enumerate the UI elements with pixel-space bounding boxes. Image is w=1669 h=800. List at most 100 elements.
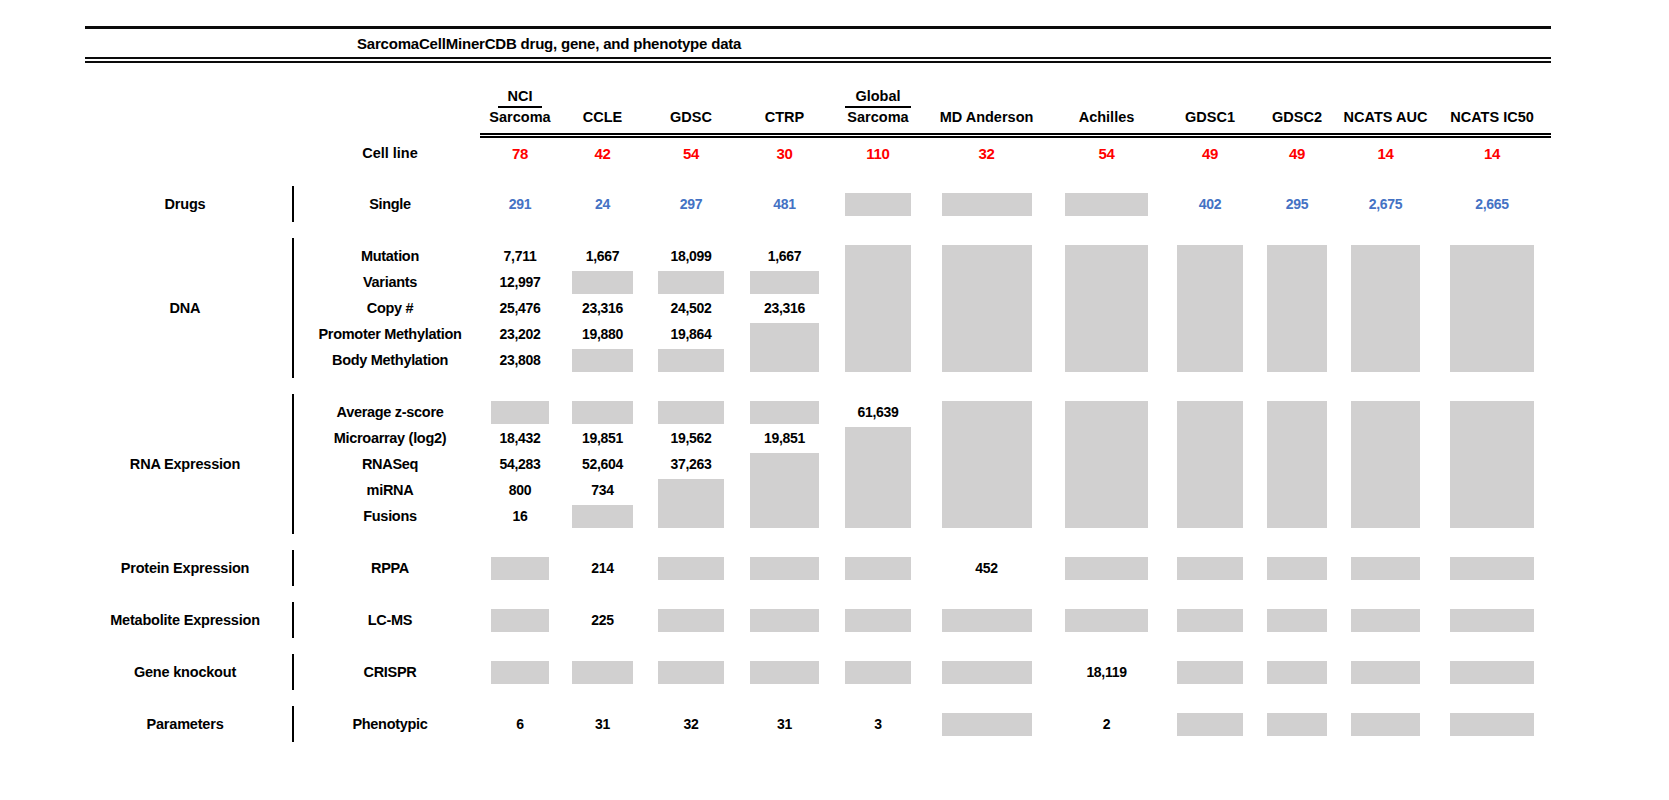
missing-data-cell: [480, 659, 560, 685]
data-value-protein-expression-col1: 214: [560, 560, 645, 576]
data-value-rna-expression-col2: 19,562: [645, 430, 737, 446]
missing-data-box: [572, 505, 633, 528]
category-divider-line: [292, 602, 294, 638]
missing-data-cell: [737, 321, 832, 373]
missing-data-box: [1177, 401, 1243, 528]
missing-data-cell: [560, 269, 645, 295]
missing-data-cell: [1256, 607, 1338, 633]
missing-data-box: [1267, 661, 1326, 684]
missing-data-cell: [924, 191, 1049, 217]
category-divider-line: [292, 186, 294, 222]
missing-data-box: [845, 661, 911, 684]
category-label-gene-knockout: Gene knockout: [85, 664, 285, 680]
missing-data-cell: [1256, 399, 1338, 529]
column-group-cell: Global: [845, 88, 910, 108]
missing-data-box: [1267, 609, 1326, 632]
missing-data-cell: [737, 607, 832, 633]
table-title: SarcomaCellMinerCDB drug, gene, and phen…: [357, 35, 1551, 52]
section-rna-expression: RNA ExpressionAverage z-scoreMicroarray …: [85, 399, 1669, 529]
missing-data-box: [491, 661, 549, 684]
section-grid-metabolite-expression: Metabolite Expression LC-MS 225: [85, 607, 1669, 633]
missing-data-cell: [832, 607, 924, 633]
missing-data-cell: [924, 659, 1049, 685]
column-header-row: SarcomaCCLEGDSCCTRPSarcomaMD AndersonAch…: [85, 109, 1669, 138]
data-value-parameters-col2: 32: [645, 716, 737, 732]
cell-line-count-ncats-ic50-10: 14: [1433, 145, 1551, 162]
missing-data-box: [845, 557, 911, 580]
data-value-rna-expression-col1: 52,604: [560, 456, 645, 472]
data-value-parameters-col1: 31: [560, 716, 645, 732]
missing-data-cell: [645, 399, 737, 425]
column-header-ncats-auc-9: NCATS AUC: [1338, 109, 1433, 138]
missing-data-box: [750, 557, 818, 580]
data-value-dna-col2: 24,502: [645, 300, 737, 316]
missing-data-box: [1267, 401, 1326, 528]
data-value-parameters-col6: 2: [1049, 716, 1164, 732]
missing-data-box: [1065, 193, 1148, 216]
missing-data-cell: [832, 243, 924, 373]
data-value-rna-expression-col0: 18,432: [480, 430, 560, 446]
missing-data-cell: [560, 659, 645, 685]
missing-data-box: [845, 193, 911, 216]
missing-data-box: [942, 193, 1032, 216]
data-value-dna-col0: 23,202: [480, 326, 560, 342]
title-bar: SarcomaCellMinerCDB drug, gene, and phen…: [85, 26, 1551, 63]
row-label-average-z-score: Average z-score: [300, 404, 480, 420]
missing-data-box: [572, 401, 633, 424]
missing-data-cell: [1338, 555, 1433, 581]
missing-data-box: [1065, 557, 1148, 580]
missing-data-cell: [645, 555, 737, 581]
data-value-drugs-col0: 291: [480, 196, 560, 212]
data-value-drugs-col10: 2,665: [1433, 196, 1551, 212]
missing-data-cell: [832, 191, 924, 217]
data-value-rna-expression-col1: 19,851: [560, 430, 645, 446]
row-label-mutation: Mutation: [300, 248, 480, 264]
missing-data-cell: [924, 711, 1049, 737]
missing-data-cell: [1338, 659, 1433, 685]
missing-data-box: [491, 609, 549, 632]
cell-line-count-gdsc1-7: 49: [1164, 145, 1256, 162]
data-value-drugs-col2: 297: [645, 196, 737, 212]
missing-data-cell: [1433, 659, 1551, 685]
category-divider-line: [292, 394, 294, 534]
section-grid-gene-knockout: Gene knockoutCRISPR18,119: [85, 659, 1669, 685]
section-gene-knockout: Gene knockoutCRISPR18,119: [85, 659, 1669, 685]
cell-line-count-ccle-1: 42: [560, 145, 645, 162]
missing-data-cell: [1049, 607, 1164, 633]
missing-data-box: [1267, 713, 1326, 736]
section-dna: DNAMutationVariantsCopy #Promoter Methyl…: [85, 243, 1669, 373]
missing-data-cell: [1049, 191, 1164, 217]
missing-data-box: [1267, 245, 1326, 372]
missing-data-cell: [560, 399, 645, 425]
missing-data-cell: [832, 425, 924, 529]
missing-data-box: [491, 401, 549, 424]
data-value-rna-expression-col1: 734: [560, 482, 645, 498]
missing-data-box: [750, 401, 818, 424]
data-value-dna-col3: 23,316: [737, 300, 832, 316]
cell-line-count-sarcoma-4: 110: [832, 145, 924, 162]
missing-data-box: [1351, 245, 1419, 372]
data-value-metabolite-expression-col1: 225: [560, 612, 645, 628]
category-label-metabolite-expression: Metabolite Expression: [85, 612, 285, 628]
missing-data-box: [750, 609, 818, 632]
missing-data-cell: [737, 555, 832, 581]
missing-data-box: [658, 401, 724, 424]
cell-line-count-achilles-6: 54: [1049, 145, 1164, 162]
category-label-drugs: Drugs: [85, 196, 285, 212]
missing-data-box: [845, 427, 911, 528]
missing-data-cell: [1256, 555, 1338, 581]
column-header-sarcoma-4: Sarcoma: [832, 109, 924, 138]
row-label-rnaseq: RNASeq: [300, 456, 480, 472]
column-header-gdsc-2: GDSC: [645, 109, 737, 138]
section-protein-expression: Protein ExpressionRPPA214452: [85, 555, 1669, 581]
data-value-dna-col0: 25,476: [480, 300, 560, 316]
column-header-ncats-ic50-10: NCATS IC50: [1433, 109, 1551, 138]
row-label-lc-ms: LC-MS: [300, 612, 480, 628]
row-label-body-methylation: Body Methylation: [300, 352, 480, 368]
section-parameters: ParametersPhenotypic631323132: [85, 711, 1669, 737]
data-value-parameters-col3: 31: [737, 716, 832, 732]
missing-data-box: [750, 661, 818, 684]
missing-data-box: [658, 271, 724, 294]
missing-data-cell: [1256, 711, 1338, 737]
missing-data-cell: [1049, 243, 1164, 373]
